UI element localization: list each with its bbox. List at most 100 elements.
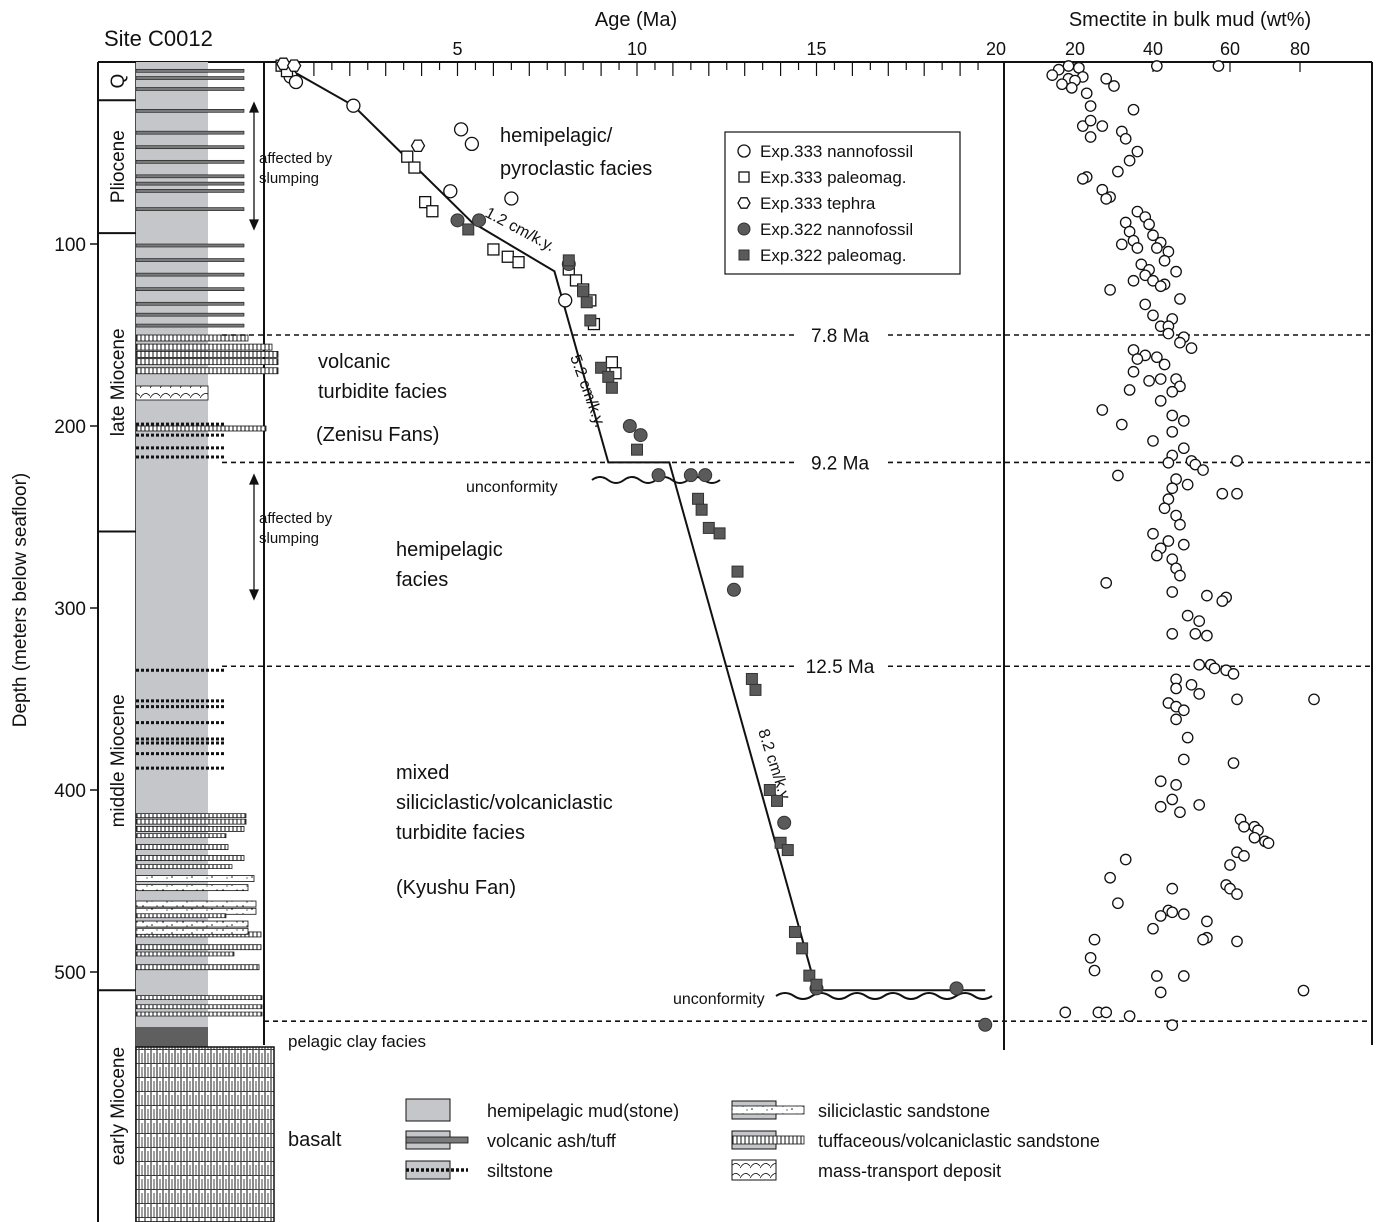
smectite-point	[1084, 114, 1097, 127]
smectite-point	[1154, 280, 1167, 293]
ash-bed	[135, 301, 245, 306]
siliciclastic-sandstone-bed	[135, 884, 249, 892]
smectite-point	[1216, 595, 1229, 607]
mud-column	[136, 62, 208, 1027]
ash-bed	[135, 76, 245, 80]
smectite-point	[1162, 456, 1175, 469]
series-legend-box	[724, 131, 961, 275]
smectite-point	[1088, 933, 1101, 946]
smectite-point	[1193, 688, 1206, 700]
smectite-point	[1297, 984, 1310, 997]
ash-bed	[135, 145, 245, 150]
smectite-point	[1189, 627, 1202, 640]
paleomag-333-marker	[408, 161, 421, 174]
ash-bed	[135, 272, 245, 277]
tuffaceous-sandstone-bed	[135, 358, 279, 366]
smectite-point	[1162, 327, 1175, 340]
smectite-point	[1201, 915, 1213, 928]
smectite-point	[1231, 888, 1243, 900]
smectite-point	[1084, 131, 1097, 143]
paleomag-322-marker	[702, 521, 715, 534]
smectite-point	[1151, 351, 1163, 364]
tuffaceous-sandstone-bed	[135, 944, 262, 951]
smectite-point	[1151, 60, 1163, 72]
smectite-point	[1112, 897, 1124, 910]
smectite-point	[1112, 469, 1124, 482]
site-title: Site C0012	[104, 26, 213, 51]
tuffaceous-sandstone-bed	[135, 826, 245, 832]
tuffaceous-sandstone-bed	[135, 855, 245, 861]
legend-swatch-mud	[405, 1098, 451, 1122]
age-tick-label: 10	[627, 39, 647, 59]
facies-mixed-1: mixed	[396, 762, 449, 784]
tuffaceous-sandstone-bed	[135, 1011, 263, 1017]
smectite-point	[1158, 254, 1171, 267]
smectite-point	[1147, 229, 1159, 242]
smectite-point	[1143, 218, 1155, 231]
series-legend-label: Exp.333 tephra	[760, 194, 876, 213]
smectite-point	[1123, 1010, 1136, 1022]
smectite-point	[1238, 850, 1250, 862]
smectite-point	[1154, 775, 1167, 788]
facies-basalt: basalt	[288, 1129, 342, 1151]
paleomag-322-marker	[810, 978, 823, 991]
smectite-point	[1131, 242, 1144, 254]
smectite-point	[1158, 502, 1171, 515]
smectite-point	[1166, 409, 1179, 422]
tuffaceous-sandstone-bed	[135, 913, 227, 919]
smectite-point	[1147, 435, 1159, 447]
series-legend-label: Exp.322 nannofossil	[760, 220, 913, 239]
smectite-point	[1104, 284, 1116, 296]
paleomag-322-marker	[788, 925, 801, 938]
depth-tick-label: 300	[54, 599, 86, 620]
smectite-point	[1181, 478, 1194, 491]
smectite-point	[1123, 154, 1136, 167]
paleomag-322-marker	[763, 784, 776, 796]
paleomag-322-marker	[602, 370, 615, 383]
smectite-point	[1216, 487, 1229, 500]
paleomag-322-marker	[771, 794, 784, 807]
paleomag-322-marker	[781, 844, 794, 857]
age-data-points	[275, 57, 993, 1032]
nannofossil-322-marker	[726, 582, 741, 597]
smectite-point	[1170, 779, 1182, 791]
smectite-point	[1127, 274, 1140, 287]
smectite-point	[1177, 753, 1190, 766]
nannofossil-333-marker	[558, 293, 573, 308]
legend-swatch-ash	[405, 1136, 469, 1144]
ash-bed	[135, 243, 245, 248]
unit-label: Pliocene	[108, 130, 129, 203]
paleomag-322-marker	[692, 492, 705, 505]
ash-bed	[135, 323, 245, 328]
nannofossil-322-marker	[737, 222, 751, 236]
paleomag-322-marker	[745, 672, 758, 685]
lithology-legend-label: hemipelagic mud(stone)	[487, 1101, 679, 1121]
smectite-point	[1115, 418, 1128, 431]
smectite-point	[1181, 731, 1194, 744]
siliciclastic-sandstone-bed	[135, 907, 257, 915]
facies-hemipelagic-1: hemipelagic	[396, 539, 503, 561]
nannofossil-322-marker	[978, 1017, 993, 1032]
smectite-point	[1170, 713, 1182, 726]
smectite-point	[1046, 69, 1059, 81]
smectite-point	[1147, 309, 1159, 322]
age-depth-regression-line	[279, 62, 986, 992]
smectite-point	[1177, 538, 1190, 551]
smectite-point	[1076, 172, 1089, 185]
smectite-point	[1238, 820, 1250, 833]
boundary-label: 12.5 Ma	[806, 657, 875, 678]
smectite-point	[1166, 627, 1179, 640]
ash-bed	[135, 68, 245, 73]
smectite-point	[1185, 678, 1198, 691]
smectite-point	[1166, 482, 1179, 495]
smectite-point	[1177, 908, 1190, 920]
nannofossil-322-marker	[472, 213, 487, 228]
smectite-point	[1127, 103, 1140, 116]
smectite-point	[1162, 535, 1175, 547]
smectite-point	[1201, 589, 1213, 602]
ash-bed	[135, 258, 245, 262]
nannofossil-333-marker	[504, 191, 519, 206]
smectite-point	[1104, 871, 1116, 884]
series-legend-label: Exp.322 paleomag.	[760, 246, 907, 265]
